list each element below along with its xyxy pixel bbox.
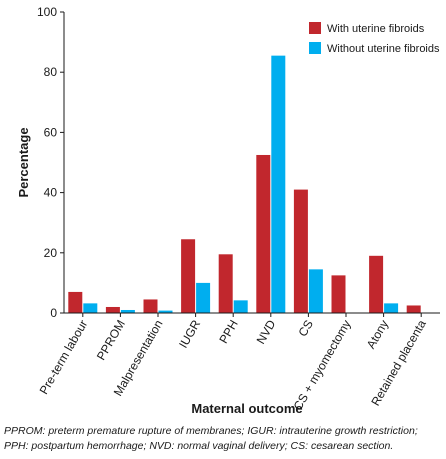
bar [105, 306, 120, 313]
x-tick-label: Pre-term labour [37, 318, 91, 397]
y-tick-label: 60 [44, 125, 58, 139]
y-tick-label: 40 [44, 186, 58, 200]
bar [196, 282, 211, 313]
bar [158, 310, 173, 313]
bar [120, 309, 135, 313]
x-tick-label: CS [296, 318, 316, 339]
bars [68, 55, 421, 314]
legend: With uterine fibroids Without uterine fib… [309, 22, 440, 55]
bar [143, 299, 158, 313]
y-tick-label: 20 [44, 246, 58, 260]
bar [233, 300, 248, 313]
legend-label: With uterine fibroids [327, 23, 425, 35]
bar [331, 275, 346, 313]
bar [218, 254, 233, 313]
bar [293, 189, 308, 313]
bar [406, 305, 421, 313]
x-axis-title: Maternal outcome [191, 401, 302, 416]
legend-swatch [309, 42, 321, 54]
footnote: PPROM: preterm premature rupture of memb… [4, 425, 418, 452]
x-tick-label: NVD [254, 317, 279, 346]
bar [181, 239, 196, 313]
y-tick-label: 100 [37, 5, 57, 19]
bar [308, 269, 323, 313]
y-axis-title: Percentage [16, 127, 31, 197]
bar [271, 55, 286, 314]
y-axis-ticks: 0 20 40 60 80 100 [37, 5, 64, 320]
bar [68, 291, 83, 313]
bar-chart: 0 20 40 60 80 100 Pre-term labour PPROMMalpres… [16, 5, 440, 416]
y-tick-label: 80 [44, 65, 58, 79]
x-tick-label: IUGR [176, 317, 203, 350]
legend-label: Without uterine fibroids [327, 43, 440, 55]
y-tick-label: 0 [50, 306, 57, 320]
x-tick-label: PPH [216, 318, 240, 346]
bar [384, 303, 399, 313]
bar [83, 303, 98, 313]
bar [256, 154, 271, 313]
x-tick-label: Atony [364, 318, 391, 352]
bar [369, 255, 384, 313]
x-tick-label: PPROM [94, 318, 128, 363]
legend-swatch [309, 22, 321, 34]
